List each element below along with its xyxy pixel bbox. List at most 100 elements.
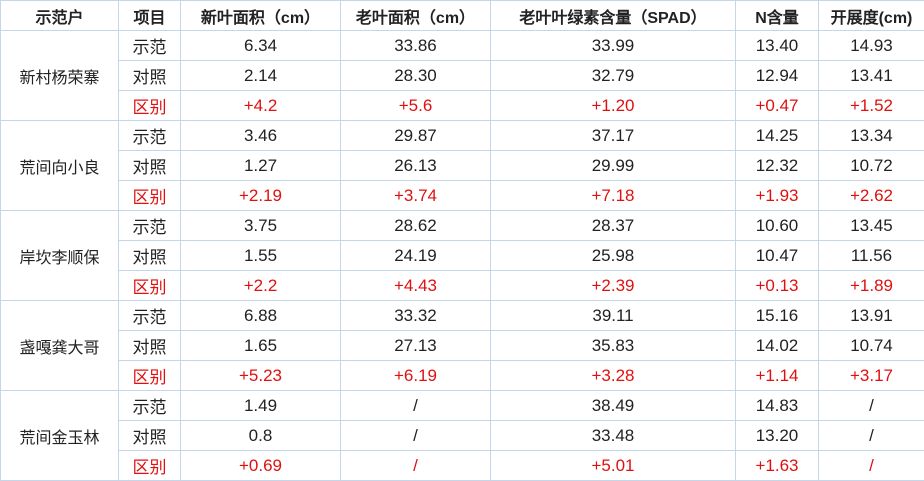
item-label: 示范 — [119, 211, 181, 241]
value-cell: 35.83 — [491, 331, 736, 361]
value-cell: 33.32 — [341, 301, 491, 331]
value-cell: 10.74 — [819, 331, 924, 361]
item-label: 示范 — [119, 121, 181, 151]
value-cell: / — [341, 391, 491, 421]
value-cell: 10.60 — [736, 211, 819, 241]
household-name: 岸坎李顺保 — [1, 211, 119, 301]
value-cell: +4.2 — [181, 91, 341, 121]
value-cell: +4.43 — [341, 271, 491, 301]
item-label: 对照 — [119, 331, 181, 361]
value-cell: +2.39 — [491, 271, 736, 301]
value-cell: 10.47 — [736, 241, 819, 271]
value-cell: 13.91 — [819, 301, 924, 331]
value-cell: 28.30 — [341, 61, 491, 91]
value-cell: 14.02 — [736, 331, 819, 361]
value-cell: 38.49 — [491, 391, 736, 421]
value-cell: 13.34 — [819, 121, 924, 151]
item-label: 区别 — [119, 181, 181, 211]
value-cell: 1.65 — [181, 331, 341, 361]
value-cell: +2.19 — [181, 181, 341, 211]
table-row: 区别+0.69/+5.01+1.63/ — [1, 451, 924, 481]
value-cell: 13.20 — [736, 421, 819, 451]
value-cell: +1.63 — [736, 451, 819, 481]
value-cell: / — [341, 421, 491, 451]
header-row: 示范户项目新叶面积（cm）老叶面积（cm）老叶叶绿素含量（SPAD）N含量开展度… — [1, 1, 924, 31]
value-cell: 28.62 — [341, 211, 491, 241]
value-cell: +6.19 — [341, 361, 491, 391]
value-cell: 29.87 — [341, 121, 491, 151]
header-cell: 老叶面积（cm） — [341, 1, 491, 31]
value-cell: 37.17 — [491, 121, 736, 151]
value-cell: 14.93 — [819, 31, 924, 61]
table-row: 区别+2.19+3.74+7.18+1.93+2.62 — [1, 181, 924, 211]
value-cell: 11.56 — [819, 241, 924, 271]
item-label: 区别 — [119, 271, 181, 301]
item-label: 对照 — [119, 421, 181, 451]
value-cell: +1.52 — [819, 91, 924, 121]
value-cell: +1.93 — [736, 181, 819, 211]
value-cell: 3.75 — [181, 211, 341, 241]
header-cell: 新叶面积（cm） — [181, 1, 341, 31]
item-label: 对照 — [119, 241, 181, 271]
value-cell: / — [819, 451, 924, 481]
household-name: 荒间金玉林 — [1, 391, 119, 481]
value-cell: / — [341, 451, 491, 481]
value-cell: +7.18 — [491, 181, 736, 211]
item-label: 对照 — [119, 151, 181, 181]
table-row: 区别+5.23+6.19+3.28+1.14+3.17 — [1, 361, 924, 391]
value-cell: 1.55 — [181, 241, 341, 271]
household-name: 荒间向小良 — [1, 121, 119, 211]
value-cell: 1.49 — [181, 391, 341, 421]
item-label: 区别 — [119, 361, 181, 391]
value-cell: 6.34 — [181, 31, 341, 61]
value-cell: +2.2 — [181, 271, 341, 301]
item-label: 示范 — [119, 31, 181, 61]
value-cell: 26.13 — [341, 151, 491, 181]
value-cell: +1.20 — [491, 91, 736, 121]
value-cell: 14.83 — [736, 391, 819, 421]
item-label: 对照 — [119, 61, 181, 91]
item-label: 示范 — [119, 301, 181, 331]
value-cell: 33.86 — [341, 31, 491, 61]
header-cell: 项目 — [119, 1, 181, 31]
value-cell: / — [819, 421, 924, 451]
household-name: 盏嘎龚大哥 — [1, 301, 119, 391]
value-cell: +0.13 — [736, 271, 819, 301]
value-cell: +5.6 — [341, 91, 491, 121]
value-cell: +2.62 — [819, 181, 924, 211]
value-cell: +1.14 — [736, 361, 819, 391]
value-cell: 33.48 — [491, 421, 736, 451]
value-cell: 2.14 — [181, 61, 341, 91]
value-cell: 28.37 — [491, 211, 736, 241]
header-cell: N含量 — [736, 1, 819, 31]
value-cell: 10.72 — [819, 151, 924, 181]
item-label: 区别 — [119, 91, 181, 121]
value-cell: 13.45 — [819, 211, 924, 241]
value-cell: 39.11 — [491, 301, 736, 331]
table-row: 区别+4.2+5.6+1.20+0.47+1.52 — [1, 91, 924, 121]
value-cell: +3.74 — [341, 181, 491, 211]
header-cell: 开展度(cm) — [819, 1, 924, 31]
value-cell: 32.79 — [491, 61, 736, 91]
value-cell: +3.28 — [491, 361, 736, 391]
value-cell: 6.88 — [181, 301, 341, 331]
table-row: 区别+2.2+4.43+2.39+0.13+1.89 — [1, 271, 924, 301]
header-cell: 示范户 — [1, 1, 119, 31]
header-cell: 老叶叶绿素含量（SPAD） — [491, 1, 736, 31]
value-cell: +0.69 — [181, 451, 341, 481]
value-cell: 15.16 — [736, 301, 819, 331]
value-cell: 27.13 — [341, 331, 491, 361]
value-cell: +5.01 — [491, 451, 736, 481]
value-cell: 13.41 — [819, 61, 924, 91]
